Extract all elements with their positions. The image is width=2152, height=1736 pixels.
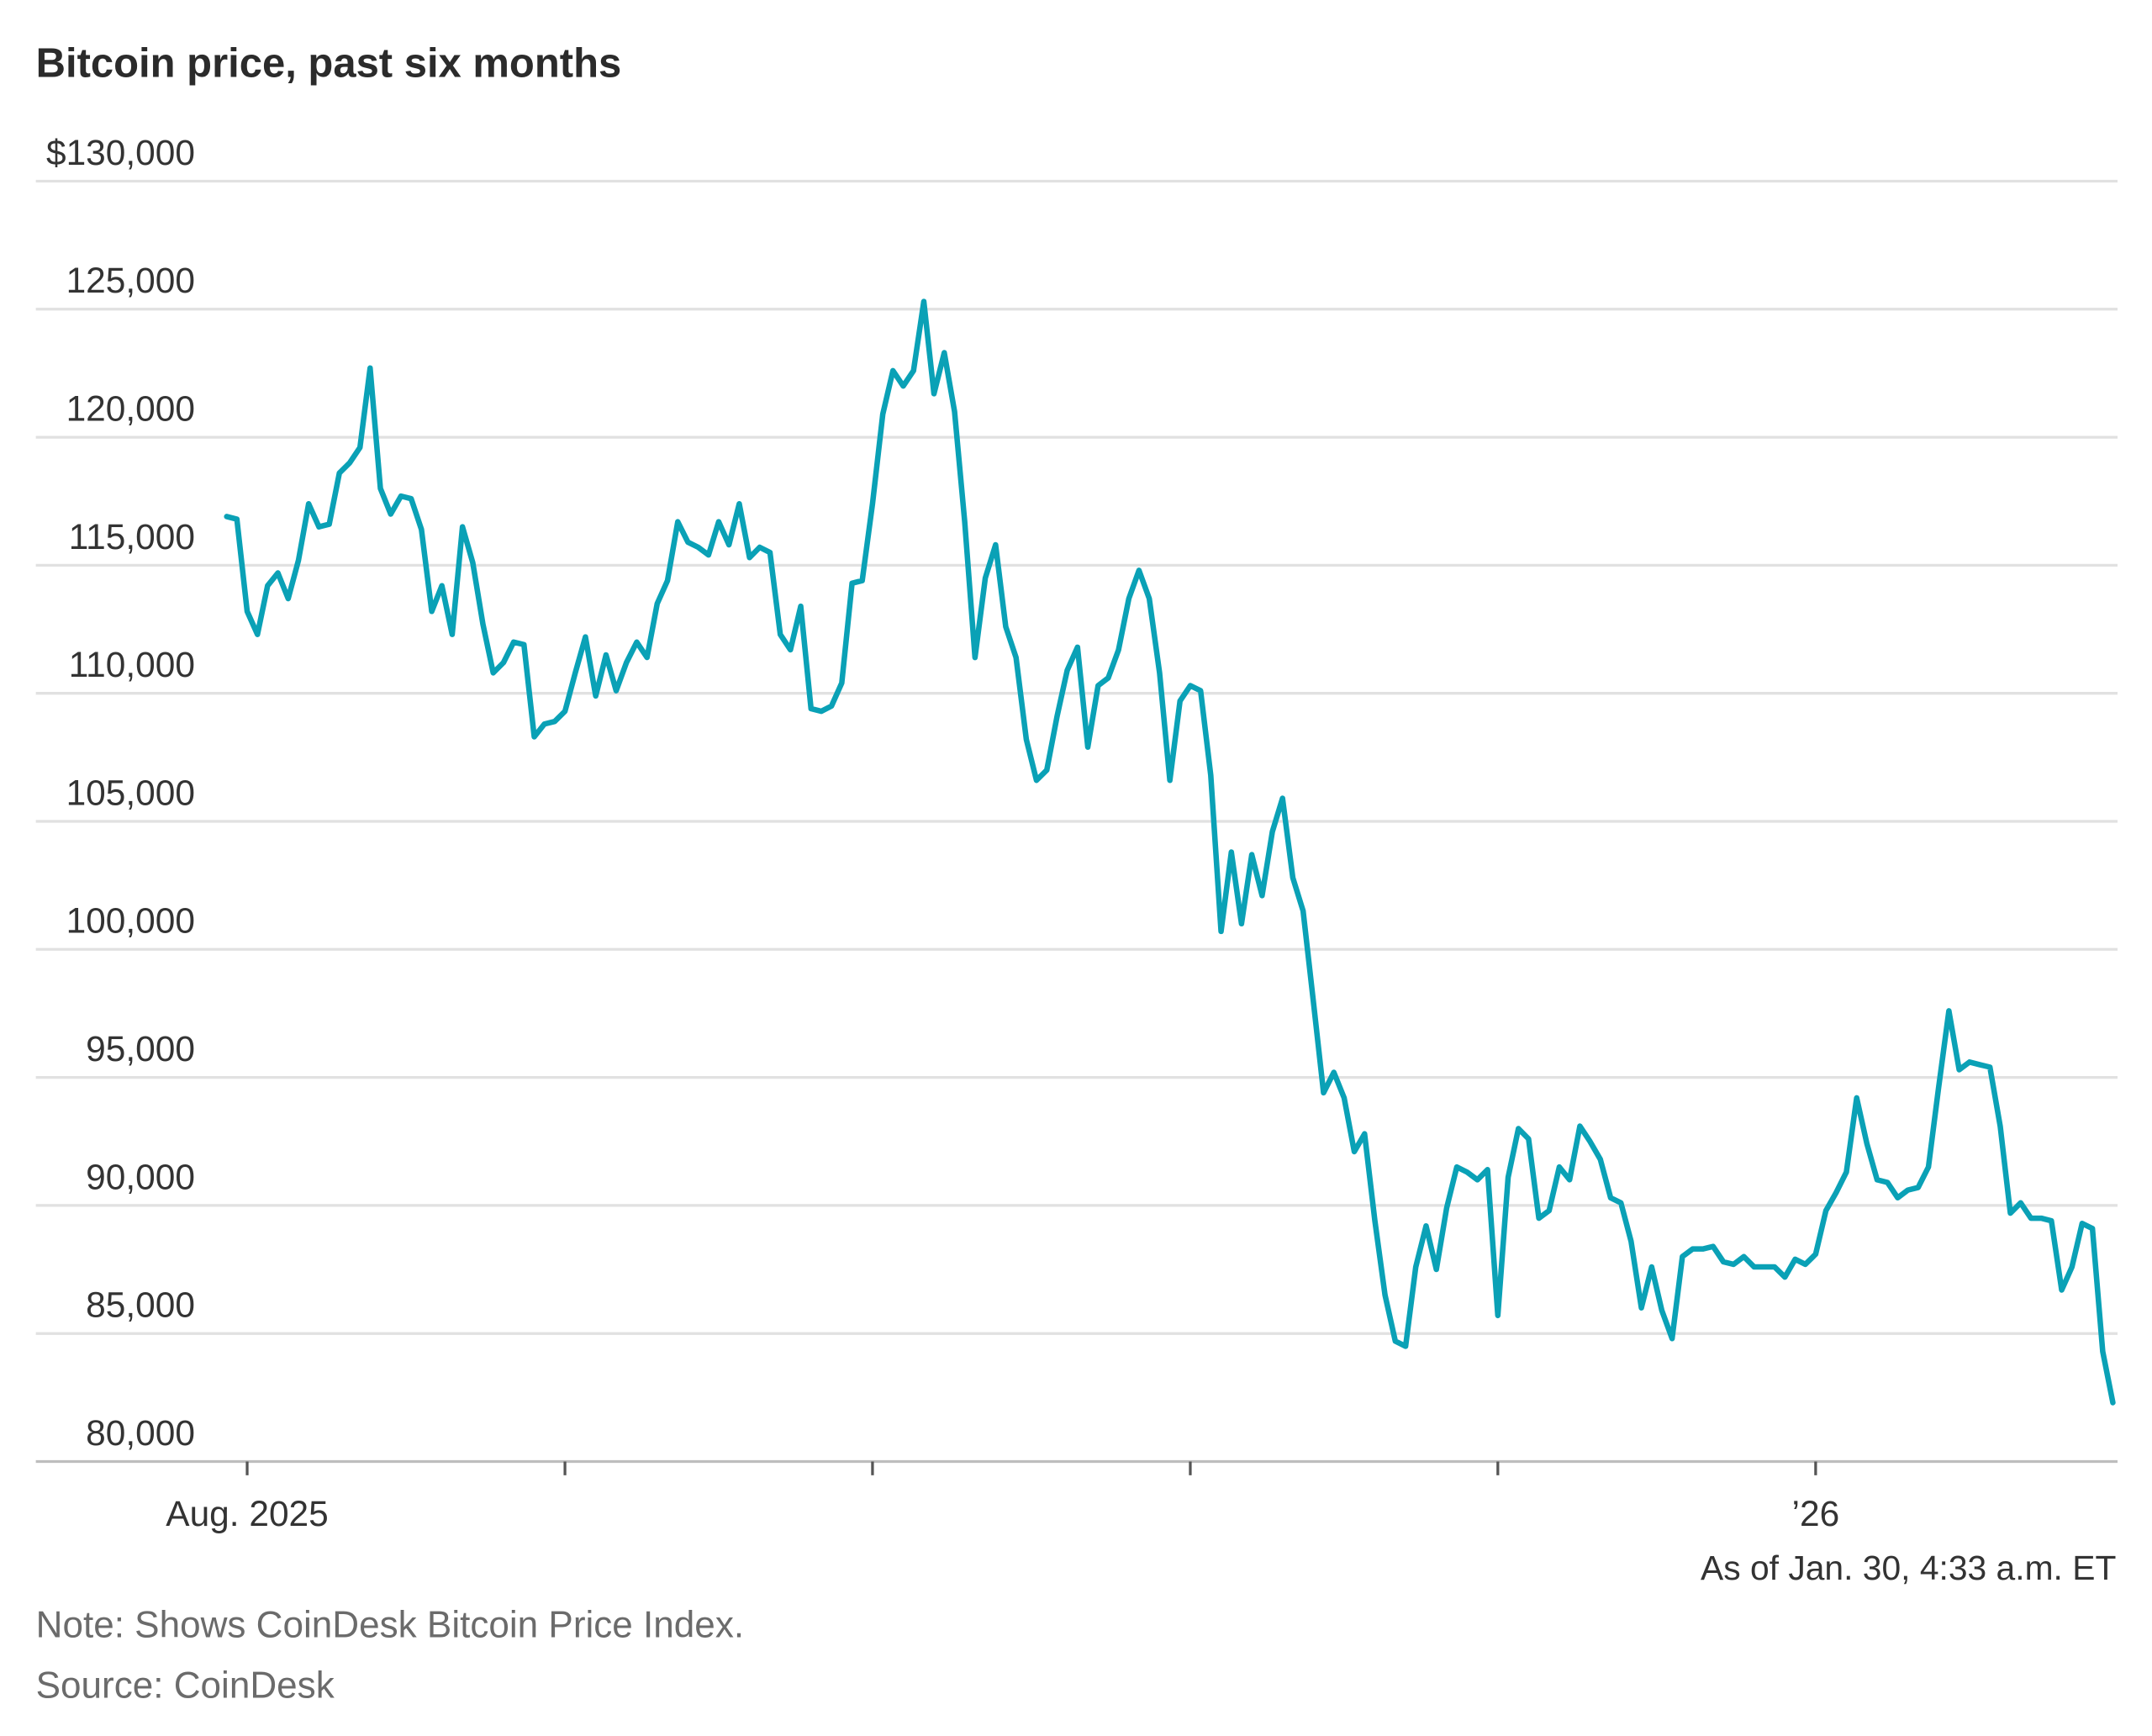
y-tick-label: 115,000 — [69, 517, 195, 557]
y-tick-label: 110,000 — [69, 645, 195, 684]
y-tick-label: 95,000 — [86, 1029, 195, 1069]
x-tick-label: Aug. 2025 — [166, 1494, 328, 1533]
x-tick-label: ’26 — [1792, 1494, 1840, 1533]
y-axis-labels: 80,000 85,000 90,000 95,000 100,000 105,000 11… — [46, 133, 195, 1453]
y-tick-label: $130,000 — [46, 133, 195, 172]
y-tick-label: 105,000 — [66, 773, 195, 812]
y-tick-label: 100,000 — [66, 901, 195, 941]
y-tick-label: 125,000 — [66, 261, 195, 300]
y-tick-label: 80,000 — [86, 1413, 195, 1453]
y-tick-label: 90,000 — [86, 1157, 195, 1196]
chart-note: Note: Shows CoinDesk Bitcoin Price Index… — [36, 1604, 744, 1645]
as-of-timestamp: As of Jan. 30, 4:33 a.m. ET — [1701, 1549, 2116, 1587]
series-line-bitcoin-price — [224, 298, 2116, 1406]
x-axis: Aug. 2025 ’26 — [166, 1461, 1840, 1533]
y-tick-label: 120,000 — [66, 388, 195, 428]
chart-title: Bitcoin price, past six months — [36, 40, 622, 86]
y-tick-label: 85,000 — [86, 1285, 195, 1325]
chart-source: Source: CoinDesk — [36, 1665, 335, 1706]
gridlines — [35, 179, 2118, 1464]
